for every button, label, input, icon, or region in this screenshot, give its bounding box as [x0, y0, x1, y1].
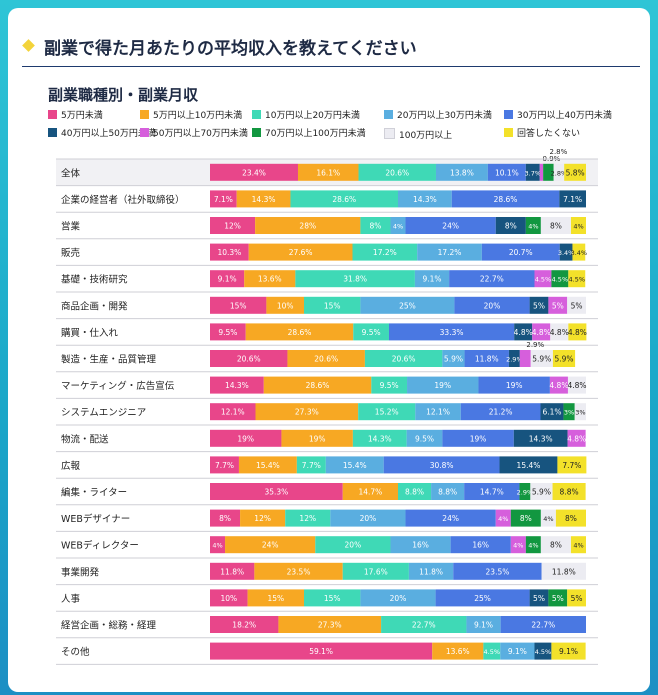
diamond-icon	[22, 39, 35, 52]
legend-label: 30万円以上40万円未満	[517, 111, 612, 121]
legend-swatch	[48, 110, 57, 119]
legend-swatch	[504, 110, 513, 119]
legend-item: 回答したくない	[504, 128, 580, 140]
legend-item: 100万円以上	[384, 128, 452, 142]
legend-swatch	[140, 128, 149, 137]
legend-label: 5万円以上10万円未満	[153, 111, 243, 121]
legend-item: 5万円未満	[48, 110, 103, 122]
legend-swatch	[48, 128, 57, 137]
legend-swatch	[252, 110, 261, 119]
legend-label: 20万円以上30万円未満	[397, 111, 492, 121]
legend-item: 10万円以上20万円未満	[252, 110, 360, 122]
legend-label: 100万円以上	[399, 131, 453, 141]
legend-item: 30万円以上40万円未満	[504, 110, 612, 122]
legend-swatch	[504, 128, 513, 137]
legend-item: 20万円以上30万円未満	[384, 110, 492, 122]
legend-item: 40万円以上50万円未満	[48, 128, 156, 140]
legend-swatch	[384, 110, 393, 119]
legend-label: 50万円以上70万円未満	[153, 129, 248, 139]
legend-item: 70万円以上100万円未満	[252, 128, 366, 140]
legend-swatch	[252, 128, 261, 137]
legend-swatch	[384, 128, 395, 139]
chart-subtitle: 副業職種別・副業月収	[48, 86, 199, 104]
legend-label: 5万円未満	[61, 111, 103, 121]
legend-item: 50万円以上70万円未満	[140, 128, 248, 140]
legend-label: 40万円以上50万円未満	[61, 129, 156, 139]
title-row: 副業で得た月あたりの平均収入を教えてください	[22, 34, 640, 67]
legend-label: 回答したくない	[517, 129, 581, 139]
legend-swatch	[140, 110, 149, 119]
legend-item: 5万円以上10万円未満	[140, 110, 242, 122]
legend-label: 10万円以上20万円未満	[265, 111, 360, 121]
page-title: 副業で得た月あたりの平均収入を教えてください	[44, 39, 417, 59]
legend-label: 70万円以上100万円未満	[265, 129, 366, 139]
